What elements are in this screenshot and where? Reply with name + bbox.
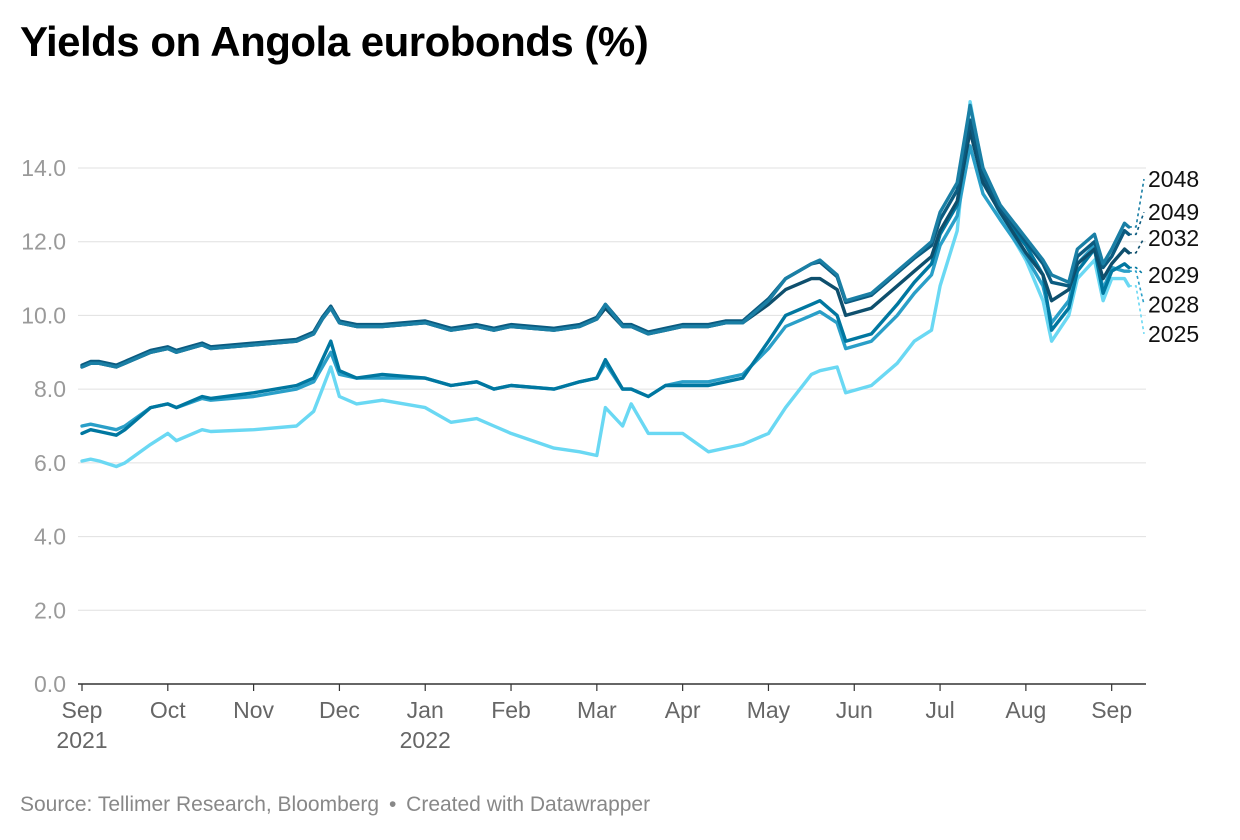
x-axis: Sep 2021 Oct Nov Dec Jan 2022 Feb Mar Apr May Jun Ju… <box>56 684 1132 753</box>
x-tick-label: Sep <box>1091 697 1132 723</box>
x-tick-label: Feb <box>491 697 531 723</box>
series-label-2025: 2025 <box>1148 321 1199 347</box>
x-tick-label: Jun <box>836 697 873 723</box>
x-tick-year: 2021 <box>56 727 107 753</box>
separator-dot: • <box>388 793 397 816</box>
x-tick-label: Nov <box>233 697 274 723</box>
y-tick-label: 2.0 <box>34 597 66 623</box>
x-tick-label: Oct <box>150 697 186 723</box>
y-tick-label: 4.0 <box>34 524 66 550</box>
series-line-2049 <box>80 118 1131 367</box>
series-line-2032 <box>80 129 1131 369</box>
label-leader-2049 <box>1128 211 1145 236</box>
series-lines <box>80 99 1131 469</box>
label-leader-2029 <box>1128 266 1145 276</box>
x-tick-label: Apr <box>665 697 701 723</box>
series-label-2032: 2032 <box>1148 225 1199 251</box>
series-line-2048 <box>80 103 1131 369</box>
x-tick-year: 2022 <box>400 727 451 753</box>
chart-title: Yields on Angola eurobonds (%) <box>20 18 649 65</box>
footer: Source: Tellimer Research, Bloomberg • C… <box>20 793 650 817</box>
x-tick-label: Sep <box>62 697 103 723</box>
series-label-2049: 2049 <box>1148 199 1199 225</box>
y-tick-label: 10.0 <box>21 302 66 328</box>
label-leader-2032 <box>1128 237 1145 254</box>
series-label-2028: 2028 <box>1148 291 1199 317</box>
x-tick-label: May <box>747 697 791 723</box>
x-tick-label: Jul <box>925 697 954 723</box>
label-leader-2048 <box>1128 178 1145 228</box>
label-leader-2028 <box>1128 270 1145 305</box>
y-tick-label: 6.0 <box>34 450 66 476</box>
series-label-2048: 2048 <box>1148 166 1199 192</box>
y-tick-label: 0.0 <box>34 671 66 697</box>
label-leader-2025 <box>1128 285 1145 334</box>
credit-link[interactable]: Created with Datawrapper <box>406 793 651 816</box>
y-axis: 0.0 2.0 4.0 6.0 8.0 10.0 12.0 14.0 <box>21 155 66 697</box>
y-tick-label: 12.0 <box>21 229 66 255</box>
series-label-2029: 2029 <box>1148 262 1199 288</box>
y-tick-label: 14.0 <box>21 155 66 181</box>
series-line-2028 <box>80 144 1131 432</box>
x-tick-label: Jan <box>407 697 444 723</box>
x-tick-label: Aug <box>1005 697 1046 723</box>
y-tick-label: 8.0 <box>34 376 66 402</box>
x-tick-label: Mar <box>577 697 617 723</box>
gridlines <box>78 167 1146 685</box>
source-note: Source: Tellimer Research, Bloomberg <box>20 793 380 816</box>
x-tick-label: Dec <box>319 697 360 723</box>
